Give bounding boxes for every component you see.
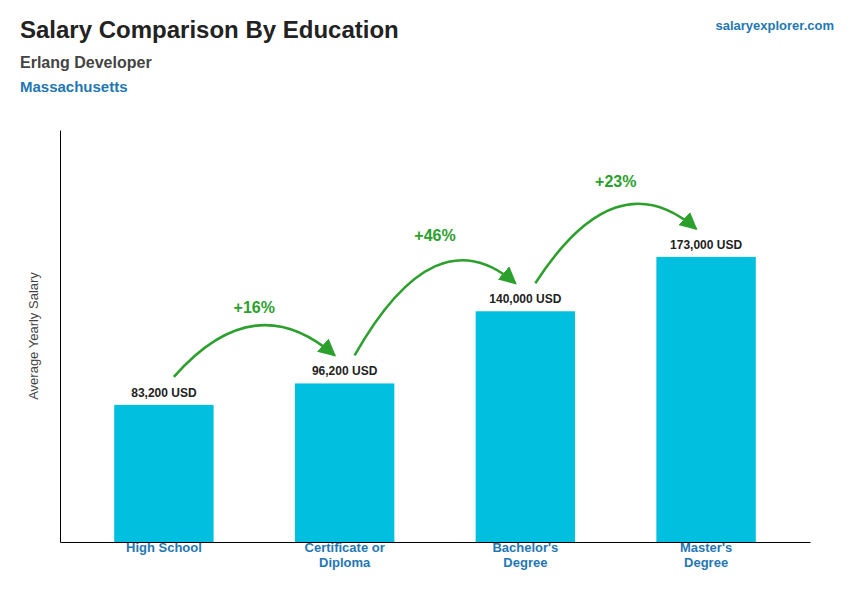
x-tick: Master'sDegree	[680, 540, 732, 570]
y-axis-line	[60, 131, 61, 543]
bar	[476, 311, 575, 542]
subtitle: Massachusetts	[20, 78, 128, 95]
x-tick-label: Master'sDegree	[680, 540, 732, 570]
x-tick-label: Certificate orDiploma	[305, 540, 385, 570]
x-axis: High School Certificate orDiploma Bachelor…	[61, 540, 811, 570]
title: Salary Comparison By Education	[20, 16, 399, 43]
data-label: 83,200 USD	[131, 386, 197, 400]
arrow	[355, 260, 516, 355]
x-tick-label: Bachelor'sDegree	[492, 540, 558, 570]
subtitle: Erlang Developer	[20, 54, 152, 71]
watermark: salaryexplorer.com	[715, 18, 834, 33]
chart: Salary Comparison By Education Erlang Dev…	[0, 0, 850, 606]
data-label: 140,000 USD	[489, 292, 561, 306]
arrow	[535, 204, 696, 284]
bar	[114, 405, 213, 542]
annotation: +46%	[414, 227, 455, 244]
x-tick: Certificate orDiploma	[305, 540, 385, 570]
data-label: 173,000 USD	[670, 238, 742, 252]
annotation: +16%	[234, 299, 275, 316]
x-tick: High School	[126, 540, 202, 555]
y-axis-label: Average Yearly Salary	[26, 272, 41, 400]
x-tick-label: High School	[126, 540, 202, 555]
annotations: +16% +46% +23%	[174, 173, 696, 377]
bar	[295, 383, 394, 542]
annotation: +23%	[595, 173, 636, 190]
plot: High School Certificate orDiploma Bachelor…	[61, 131, 811, 570]
bar	[656, 257, 755, 542]
data-label: 96,200 USD	[312, 364, 378, 378]
data-labels: 83,200 USD 96,200 USD 140,000 USD 173,000 U…	[131, 238, 742, 400]
y-axis	[60, 131, 61, 543]
bars	[114, 257, 756, 542]
arrow	[174, 325, 335, 377]
x-tick: Bachelor'sDegree	[492, 540, 558, 570]
